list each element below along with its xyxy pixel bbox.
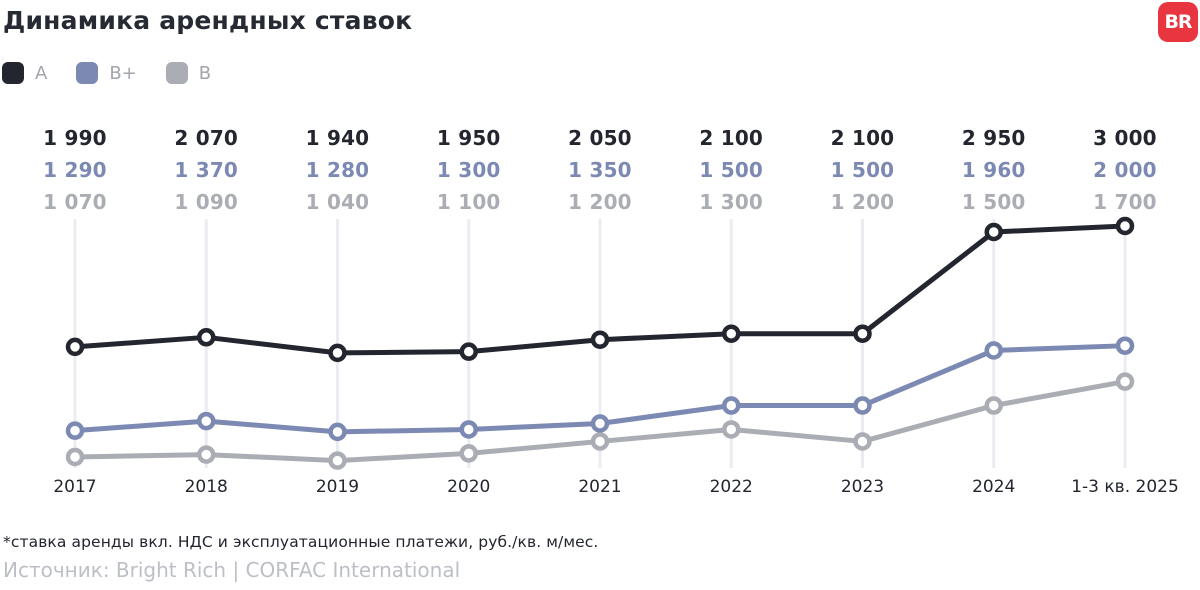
data-point-B-2022: [722, 420, 741, 439]
data-point-B-2021: [590, 432, 610, 451]
legend-item-label: B: [198, 62, 212, 84]
data-point-A-2019: [328, 343, 347, 363]
value-label-B+-2017: 1 290: [43, 158, 107, 182]
data-point-B-2019: [328, 451, 347, 470]
value-label-A-2020: 1 950: [436, 126, 501, 150]
legend: A B+ B: [2, 62, 211, 84]
value-label-B+-2019: 1 280: [305, 158, 370, 182]
data-point-B-1-3 кв. 2025: [1115, 372, 1135, 391]
data-point-A-2020: [459, 342, 478, 361]
data-point-B+-2022: [722, 396, 741, 415]
value-label-B-2022: 1 300: [699, 190, 764, 214]
legend-item-B: B: [165, 62, 212, 84]
legend-swatch-icon: [165, 62, 188, 84]
value-label-B-2021: 1 200: [568, 190, 632, 214]
legend-item-label: A: [35, 62, 48, 84]
data-point-A-2021: [590, 330, 610, 349]
value-label-B-2019: 1 040: [305, 190, 370, 214]
value-label-B-2017: 1 070: [43, 190, 107, 214]
value-label-B+-2018: 1 370: [174, 158, 239, 182]
data-point-B+-2018: [197, 411, 216, 431]
value-label-A-2024: 2 950: [961, 126, 1026, 150]
x-axis-label-2017: 2017: [53, 477, 97, 497]
x-axis-label-1-3 кв. 2025: 1-3 кв. 2025: [1071, 477, 1179, 497]
brand-logo-icon: BR: [1158, 2, 1198, 42]
value-label-A-2017: 1 990: [43, 126, 107, 150]
data-point-A-2023: [853, 324, 872, 343]
data-point-B+-2023: [853, 396, 872, 415]
legend-item-A: A: [2, 62, 47, 84]
x-axis-label-2019: 2019: [315, 477, 360, 497]
legend-item-B+: B+: [76, 62, 137, 84]
value-label-B-2024: 1 500: [961, 190, 1026, 214]
x-axis-label-2024: 2024: [972, 477, 1016, 497]
data-point-B-2020: [459, 444, 478, 463]
value-label-B+-2021: 1 350: [568, 158, 632, 182]
data-point-A-1-3 кв. 2025: [1115, 216, 1135, 236]
value-label-B+-1-3 кв. 2025: 2 000: [1093, 158, 1157, 182]
legend-swatch-icon: [76, 62, 99, 84]
value-label-B-2020: 1 100: [436, 190, 501, 214]
data-point-A-2018: [197, 328, 216, 347]
x-axis-label-2023: 2023: [840, 477, 885, 497]
value-label-A-2023: 2 100: [830, 126, 895, 150]
data-point-A-2022: [722, 324, 741, 343]
data-point-B+-1-3 кв. 2025: [1115, 336, 1135, 355]
x-axis-label-2020: 2020: [447, 477, 491, 497]
legend-item-label: B+: [109, 62, 137, 84]
value-label-A-2021: 2 050: [568, 126, 632, 150]
data-point-B+-2021: [590, 414, 610, 433]
footnote: *ставка аренды вкл. НДС и эксплуатационн…: [3, 533, 599, 551]
value-label-B-2018: 1 090: [174, 190, 239, 214]
data-point-B+-2019: [328, 422, 347, 442]
x-axis-label-2018: 2018: [184, 477, 228, 497]
data-point-B-2023: [853, 432, 872, 451]
value-label-A-2022: 2 100: [699, 126, 764, 150]
brand-logo-text: BR: [1164, 11, 1192, 33]
x-axis-label-2022: 2022: [709, 477, 753, 497]
data-point-B-2017: [65, 447, 85, 467]
data-point-B-2018: [197, 445, 216, 464]
value-label-B+-2023: 1 500: [830, 158, 895, 182]
value-label-B-2023: 1 200: [830, 190, 895, 214]
data-point-B-2024: [984, 396, 1003, 415]
source-credit: Источник: Bright Rich | CORFAC Internati…: [3, 558, 461, 582]
value-label-B+-2022: 1 500: [699, 158, 764, 182]
legend-swatch-icon: [2, 62, 24, 84]
data-point-B+-2020: [459, 420, 478, 439]
value-label-B+-2024: 1 960: [961, 158, 1026, 182]
data-point-B+-2024: [984, 341, 1003, 360]
value-label-B+-2020: 1 300: [436, 158, 501, 182]
data-point-B+-2017: [65, 421, 85, 440]
page-title: Динамика арендных ставок: [3, 6, 413, 35]
value-label-B-1-3 кв. 2025: 1 700: [1093, 190, 1157, 214]
x-axis-label-2021: 2021: [578, 477, 622, 497]
data-point-A-2017: [65, 337, 85, 357]
value-label-A-2019: 1 940: [305, 126, 370, 150]
value-label-A-1-3 кв. 2025: 3 000: [1093, 126, 1157, 150]
value-label-A-2018: 2 070: [174, 126, 239, 150]
data-point-A-2024: [984, 222, 1003, 242]
